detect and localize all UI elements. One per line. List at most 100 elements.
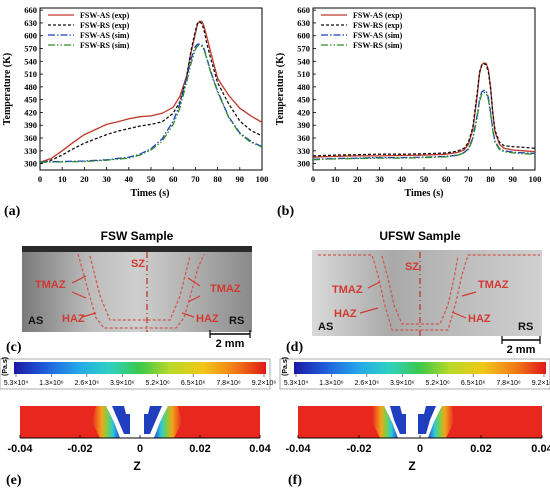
micrograph-c: FSW Sample SZ TMAZ TMAZ HAZ HAZ AS RS 2 … xyxy=(22,229,252,350)
cbarF-ticks-tick-label: 1.3×10⁶ xyxy=(319,380,344,387)
cbarF-ticks-tick-label: 6.5×10⁶ xyxy=(461,380,486,387)
chartB-series-3-line xyxy=(312,89,536,160)
chartA-ytick-label: 630 xyxy=(24,18,37,28)
chartB-ytick-label: 570 xyxy=(297,44,310,54)
fieldE-axis-tick-label: 0.04 xyxy=(249,443,271,455)
chartA-ytick-label: 480 xyxy=(24,82,37,92)
chartA-xtick-label: 50 xyxy=(147,174,156,184)
field-f-left-band xyxy=(372,406,398,438)
chartA-xtick-label: 30 xyxy=(102,174,111,184)
chartB-xtick-label: 70 xyxy=(464,174,473,184)
chartB-ytick-label: 420 xyxy=(297,107,310,117)
micrograph-c-top-edge xyxy=(22,246,252,252)
micrograph-d-scale-label: 2 mm xyxy=(507,344,536,356)
chartB-legend-label-1: FSW-AS (exp) xyxy=(353,11,403,20)
chartB-ytick-label: 660 xyxy=(297,5,310,15)
fieldF-axis-tick-label: -0.02 xyxy=(346,443,371,455)
chartA-series-4-line xyxy=(39,44,263,163)
chartA-xtick-label: 70 xyxy=(191,174,200,184)
chartB-series-4-line xyxy=(312,91,536,161)
fieldE-axis-tick-label: 0.02 xyxy=(189,443,210,455)
chartB-ytick-label: 300 xyxy=(297,159,310,169)
chartA-ytick-label: 570 xyxy=(24,44,37,54)
colorbar-f xyxy=(294,362,546,374)
micrograph-c-as-label: AS xyxy=(28,315,43,327)
chartB-xtick-label: 80 xyxy=(486,174,495,184)
chartA-ytick-label: 660 xyxy=(24,5,37,15)
panel-label-a: (a) xyxy=(4,204,21,219)
chartB-series-2-line xyxy=(312,63,536,157)
chartA-series-2-line xyxy=(39,21,263,164)
fieldF-axis-tick-label: 0 xyxy=(417,443,423,455)
chartA-ytick-label: 360 xyxy=(24,133,37,143)
chartA-xtick-label: 0 xyxy=(38,174,42,184)
chartB-xtick-label: 50 xyxy=(420,174,429,184)
field-f-pin-cavity xyxy=(406,414,418,438)
colorbar-f-unit: (Pa.s) xyxy=(282,357,289,376)
field-f-xlabel: Z xyxy=(408,459,415,473)
micrograph-c-tmaz-right-label: TMAZ xyxy=(210,283,241,295)
cbarF-ticks-tick-label: 3.9×10⁶ xyxy=(390,380,415,387)
chart-b: 0 10 20 30 40 50 60 70 80 90 100 300 330 360 390 420 450… xyxy=(275,5,541,199)
chartB-ytick-label: 630 xyxy=(297,18,310,28)
chartB-xtick-label: 90 xyxy=(509,174,518,184)
micrograph-d-title: UFSW Sample xyxy=(379,229,461,243)
cbarE-ticks-tick-label: 1.3×10⁶ xyxy=(39,380,64,387)
chartA-ytick-label: 510 xyxy=(24,69,37,79)
chartA-legend-label-2: FSW-RS (exp) xyxy=(80,21,130,30)
field-e-right-band xyxy=(154,406,182,438)
chartA-xtick-label: 60 xyxy=(169,174,178,184)
colorbar-e-unit: (Pa.s) xyxy=(2,357,9,376)
cbarE-ticks-tick-label: 2.6×10⁶ xyxy=(75,380,100,387)
field-f-right-band xyxy=(428,406,454,438)
panel-label-d: (d) xyxy=(286,340,303,355)
cbarE-ticks-tick-label: 7.8×10⁶ xyxy=(216,380,241,387)
micrograph-c-rs-label: RS xyxy=(229,315,244,327)
micrograph-d: UFSW Sample SZ TMAZ TMAZ HAZ HAZ AS RS 2… xyxy=(312,229,542,356)
fieldF-axis-tick-label: 0.02 xyxy=(470,443,491,455)
chartB-xtick-label: 40 xyxy=(398,174,407,184)
cbarE-ticks-tick-label: 9.2×10⁶ xyxy=(252,380,277,387)
chart-b-xlabel: Times (s) xyxy=(405,188,444,199)
fieldE-axis-tick-label: -0.02 xyxy=(67,443,92,455)
colorbar-f-frame xyxy=(279,358,550,390)
chartA-ytick-label: 420 xyxy=(24,107,37,117)
field-e-xlabel: Z xyxy=(133,459,140,473)
chartA-ytick-label: 300 xyxy=(24,159,37,169)
panel-label-b: (b) xyxy=(277,204,294,219)
field-e-shoulder-zone xyxy=(112,406,162,434)
chartB-legend-label-4: FSW-RS (sim) xyxy=(353,41,403,50)
fieldF-axis-tick-label: -0.04 xyxy=(285,443,311,455)
chartB-xtick-label: 60 xyxy=(442,174,451,184)
cbarF-ticks-tick-label: 9.2×10⁶ xyxy=(532,380,550,387)
cbarE-ticks-tick-label: 5.2×10⁶ xyxy=(145,380,170,387)
chartB-xtick-label: 10 xyxy=(331,174,340,184)
chartA-legend-label-3: FSW-AS (sim) xyxy=(80,31,130,40)
micrograph-d-as-label: AS xyxy=(318,321,333,333)
field-f-shoulder-zone xyxy=(390,406,436,434)
micrograph-c-tmaz-left-label: TMAZ xyxy=(35,279,66,291)
chartA-ytick-label: 330 xyxy=(24,146,37,156)
micrograph-c-haz-boundary xyxy=(77,253,205,329)
cbarF-ticks-tick-label: 5.3×10⁴ xyxy=(284,380,309,387)
chartA-ytick-label: 390 xyxy=(24,120,37,130)
chartA-ytick-label: 540 xyxy=(24,56,37,66)
chartA-legend-label-4: FSW-RS (sim) xyxy=(80,41,130,50)
panel-label-c: (c) xyxy=(6,340,22,355)
chartB-xtick-label: 20 xyxy=(353,174,362,184)
micrograph-c-arrows xyxy=(71,275,201,318)
micrograph-d-haz-right-label: HAZ xyxy=(468,313,491,325)
micrograph-c-tmaz-boundary xyxy=(89,255,191,321)
cbarF-ticks-tick-label: 5.2×10⁶ xyxy=(425,380,450,387)
chartB-ytick-label: 480 xyxy=(297,82,310,92)
chartA-xtick-label: 90 xyxy=(236,174,245,184)
cbarE-ticks-tick-label: 5.3×10⁴ xyxy=(4,380,29,387)
micrograph-d-sample xyxy=(312,250,542,336)
chartB-xtick-label: 100 xyxy=(529,174,542,184)
chart-a: 0 10 20 30 40 50 60 70 80 90 100 300 330 360 390 420 450… xyxy=(2,5,268,199)
fieldE-axis-tick-label: -0.04 xyxy=(7,443,33,455)
chartB-ytick-label: 510 xyxy=(297,69,310,79)
colorbar-e xyxy=(14,362,266,374)
micrograph-c-title: FSW Sample xyxy=(101,229,174,243)
field-e-pin-cavity xyxy=(130,414,144,438)
